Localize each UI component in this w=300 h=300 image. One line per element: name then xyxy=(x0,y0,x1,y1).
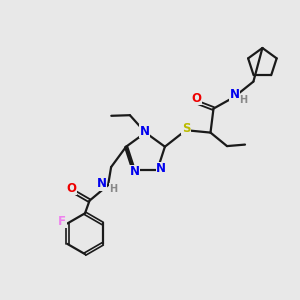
Text: O: O xyxy=(67,182,76,195)
Text: F: F xyxy=(58,214,66,228)
Text: O: O xyxy=(191,92,201,105)
Text: N: N xyxy=(129,165,140,178)
Text: N: N xyxy=(97,177,106,190)
Text: H: H xyxy=(110,184,118,194)
Text: N: N xyxy=(156,162,166,176)
Text: N: N xyxy=(230,88,239,101)
Text: H: H xyxy=(239,95,247,105)
Text: S: S xyxy=(182,122,190,135)
Text: N: N xyxy=(140,125,150,138)
